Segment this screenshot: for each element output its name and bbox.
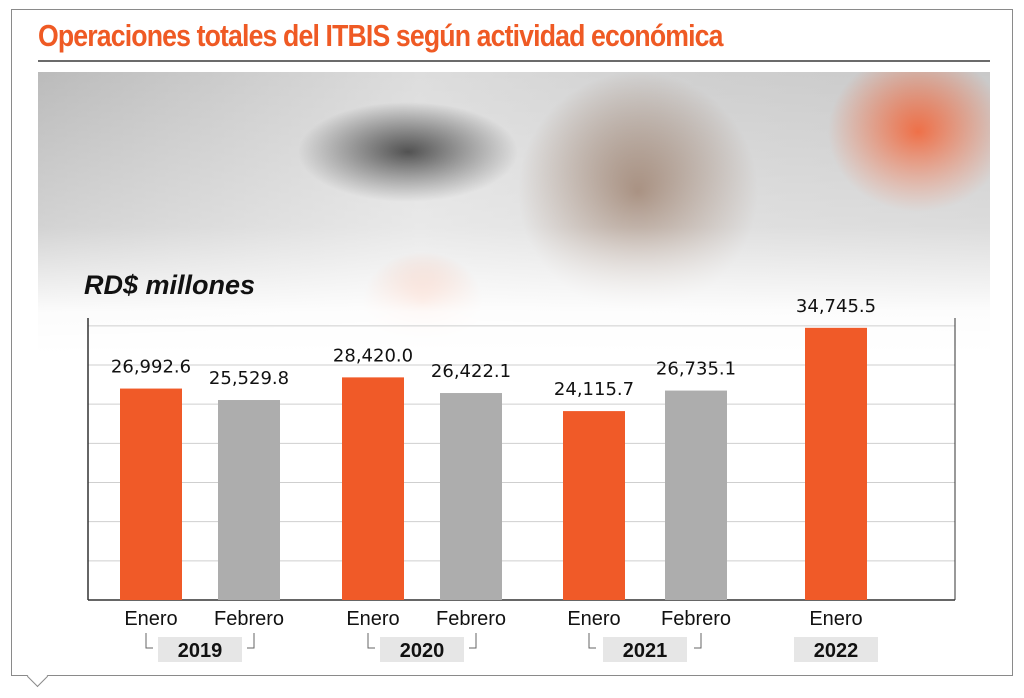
year-group-label: 2022 [814,640,859,662]
group-bracket-right [469,633,477,649]
data-label: 34,745.5 [796,296,876,317]
data-label: 26,735.1 [656,359,736,380]
photo-fade [38,72,990,354]
group-bracket-left [367,633,375,649]
bar [440,393,502,600]
year-label-background [380,637,464,662]
x-tick-label: Febrero [661,608,731,630]
y-axis-unit-label: RD$ millones [84,270,256,300]
x-tick-label: Enero [567,608,620,630]
group-bracket-right [694,633,702,649]
data-label: 26,992.6 [111,357,191,378]
chart-title: Operaciones totales del ITBIS según acti… [38,18,723,53]
year-group-label: 2020 [400,640,445,662]
group-bracket-left [588,633,596,649]
title-divider [38,60,990,62]
bar [665,390,727,600]
year-label-background [794,637,878,662]
x-tick-label: Enero [346,608,399,630]
bar [805,327,867,600]
x-tick-label: Febrero [436,608,506,630]
bar [218,400,280,600]
data-label: 28,420.0 [333,345,413,366]
year-label-background [158,637,242,662]
bar [563,411,625,600]
data-label: 26,422.1 [431,361,511,382]
data-label: 24,115.7 [554,379,634,400]
group-bracket-right [247,633,255,649]
x-tick-label: Febrero [214,608,284,630]
data-label: 25,529.8 [209,368,289,389]
x-tick-label: Enero [124,608,177,630]
x-tick-label: Enero [809,608,862,630]
group-bracket-left [145,633,153,649]
year-label-background [603,637,687,662]
year-group-label: 2021 [623,640,668,662]
year-group-label: 2019 [178,640,223,662]
bar [342,377,404,600]
bar [120,388,182,600]
